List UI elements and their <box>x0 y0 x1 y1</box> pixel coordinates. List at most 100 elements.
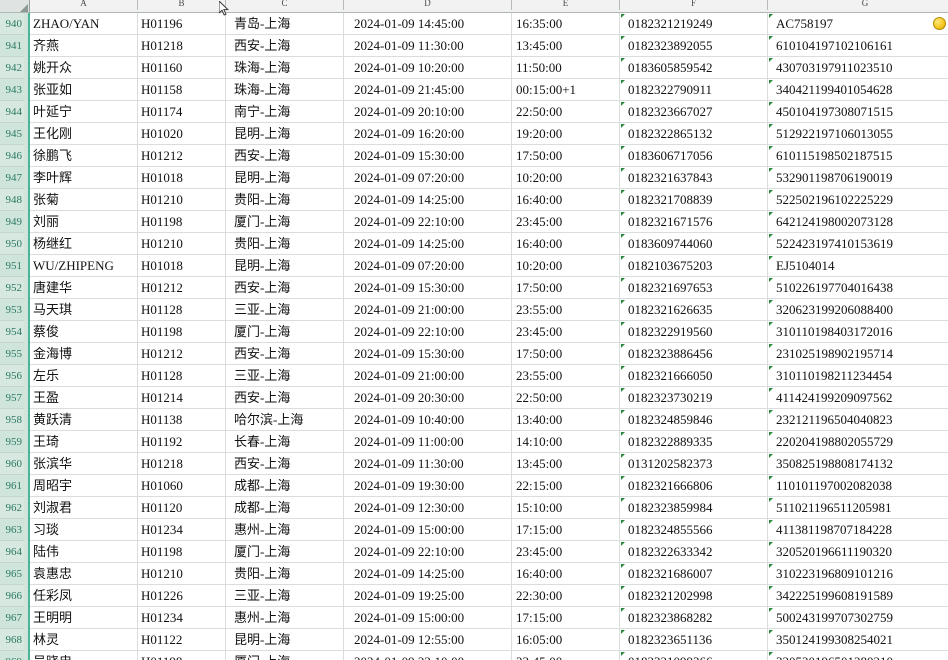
cell-id-number[interactable]: 320623199206088400 <box>768 299 948 320</box>
row-header[interactable]: 947 <box>0 167 24 189</box>
cell-arrival-time[interactable]: 23:45:00 <box>512 651 620 660</box>
cell-departure-time[interactable]: 2024-01-09 19:30:00 <box>344 475 512 496</box>
row-header[interactable]: 946 <box>0 145 24 167</box>
row-header[interactable]: 968 <box>0 629 24 651</box>
table-row[interactable]: WU/ZHIPENG H01018 昆明-上海 2024-01-09 07:20:00… <box>30 255 948 277</box>
table-row[interactable]: 姚开众 H01160 珠海-上海 2024-01-09 10:20:00 11:50:0… <box>30 57 948 79</box>
row-header[interactable]: 955 <box>0 343 24 365</box>
cell-id-number[interactable]: 450104197308071515 <box>768 101 948 122</box>
table-row[interactable]: 习琰 H01234 惠州-上海 2024-01-09 15:00:00 17:15:00… <box>30 519 948 541</box>
cell-order-number[interactable]: 0131202582373 <box>620 453 768 474</box>
cell-arrival-time[interactable]: 19:20:00 <box>512 123 620 144</box>
cell-route[interactable]: 西安-上海 <box>226 343 344 364</box>
row-header-gutter[interactable]: 940 941 942 943 944 945 946 947 948 949 950 951 952 9… <box>0 13 30 660</box>
cell-id-number[interactable]: 232121196504040823 <box>768 409 948 430</box>
cell-id-number[interactable]: 320520196611190320 <box>768 541 948 562</box>
row-header[interactable]: 967 <box>0 607 24 629</box>
cell-id-number[interactable]: 610115198502187515 <box>768 145 948 166</box>
row-header[interactable]: 942 <box>0 57 24 79</box>
cell-route[interactable]: 西安-上海 <box>226 35 344 56</box>
cell-order-number[interactable]: 0182323892055 <box>620 35 768 56</box>
cell-id-number[interactable]: 522502196102225229 <box>768 189 948 210</box>
table-row[interactable]: ZHAO/YAN H01196 青岛-上海 2024-01-09 14:45:00 16… <box>30 13 948 35</box>
cell-arrival-time[interactable]: 17:15:00 <box>512 607 620 628</box>
cell-id-number[interactable]: AC758197 <box>768 13 948 34</box>
cell-id-number[interactable]: 310110198211234454 <box>768 365 948 386</box>
cell-arrival-time[interactable]: 16:40:00 <box>512 563 620 584</box>
cell-arrival-time[interactable]: 11:50:00 <box>512 57 620 78</box>
column-header-e[interactable]: E <box>512 0 620 10</box>
row-header[interactable]: 953 <box>0 299 24 321</box>
row-header[interactable]: 944 <box>0 101 24 123</box>
cell-flight-code[interactable]: H01214 <box>138 387 226 408</box>
cell-departure-time[interactable]: 2024-01-09 14:25:00 <box>344 563 512 584</box>
row-header[interactable]: 950 <box>0 233 24 255</box>
cell-id-number[interactable]: 510226197704016438 <box>768 277 948 298</box>
row-header[interactable]: 945 <box>0 123 24 145</box>
row-header[interactable]: 952 <box>0 277 24 299</box>
cell-route[interactable]: 西安-上海 <box>226 145 344 166</box>
cell-route[interactable]: 厦门-上海 <box>226 541 344 562</box>
cell-arrival-time[interactable]: 17:50:00 <box>512 145 620 166</box>
cell-id-number[interactable]: 430703197911023510 <box>768 57 948 78</box>
cell-arrival-time[interactable]: 10:20:00 <box>512 167 620 188</box>
cell-route[interactable]: 哈尔滨-上海 <box>226 409 344 430</box>
cell-id-number[interactable]: 532901198706190019 <box>768 167 948 188</box>
table-row[interactable]: 刘淑君 H01120 成都-上海 2024-01-09 12:30:00 15:10:0… <box>30 497 948 519</box>
row-header[interactable]: 969 <box>0 651 24 660</box>
cell-passenger-name[interactable]: 吴晓忠 <box>30 651 138 660</box>
data-area[interactable]: ZHAO/YAN H01196 青岛-上海 2024-01-09 14:45:00 16… <box>30 13 948 660</box>
table-row[interactable]: 左乐 H01128 三亚-上海 2024-01-09 21:00:00 23:55:00… <box>30 365 948 387</box>
cell-arrival-time[interactable]: 13:40:00 <box>512 409 620 430</box>
table-row[interactable]: 王化刚 H01020 昆明-上海 2024-01-09 16:20:00 19:20:0… <box>30 123 948 145</box>
cell-flight-code[interactable]: H01198 <box>138 541 226 562</box>
cell-order-number[interactable]: 0182323730219 <box>620 387 768 408</box>
cell-route[interactable]: 长春-上海 <box>226 431 344 452</box>
cell-arrival-time[interactable]: 14:10:00 <box>512 431 620 452</box>
cell-arrival-time[interactable]: 22:30:00 <box>512 585 620 606</box>
cell-flight-code[interactable]: H01174 <box>138 101 226 122</box>
table-row[interactable]: 林灵 H01122 昆明-上海 2024-01-09 12:55:00 16:05:00… <box>30 629 948 651</box>
column-header-row[interactable]: ABCDEFGH <box>0 0 948 13</box>
cell-flight-code[interactable]: H01196 <box>138 13 226 34</box>
cell-passenger-name[interactable]: 刘淑君 <box>30 497 138 518</box>
cell-flight-code[interactable]: H01120 <box>138 497 226 518</box>
table-row[interactable]: 马天琪 H01128 三亚-上海 2024-01-09 21:00:00 23:55:0… <box>30 299 948 321</box>
cell-passenger-name[interactable]: 习琰 <box>30 519 138 540</box>
cell-departure-time[interactable]: 2024-01-09 19:25:00 <box>344 585 512 606</box>
row-header[interactable]: 948 <box>0 189 24 211</box>
cell-flight-code[interactable]: H01210 <box>138 233 226 254</box>
cell-departure-time[interactable]: 2024-01-09 14:25:00 <box>344 189 512 210</box>
cell-route[interactable]: 三亚-上海 <box>226 365 344 386</box>
column-header-a[interactable]: A <box>30 0 138 10</box>
table-row[interactable]: 金海博 H01212 西安-上海 2024-01-09 15:30:00 17:50:0… <box>30 343 948 365</box>
cell-passenger-name[interactable]: 姚开众 <box>30 57 138 78</box>
cell-departure-time[interactable]: 2024-01-09 07:20:00 <box>344 255 512 276</box>
row-header[interactable]: 941 <box>0 35 24 57</box>
cell-flight-code[interactable]: H01020 <box>138 123 226 144</box>
cell-flight-code[interactable]: H01218 <box>138 35 226 56</box>
row-header[interactable]: 959 <box>0 431 24 453</box>
row-header[interactable]: 956 <box>0 365 24 387</box>
cell-order-number[interactable]: 0182322919560 <box>620 321 768 342</box>
table-row[interactable]: 王明明 H01234 惠州-上海 2024-01-09 15:00:00 17:15:0… <box>30 607 948 629</box>
cell-route[interactable]: 厦门-上海 <box>226 651 344 660</box>
cell-arrival-time[interactable]: 17:15:00 <box>512 519 620 540</box>
cell-passenger-name[interactable]: 周昭宇 <box>30 475 138 496</box>
cell-departure-time[interactable]: 2024-01-09 10:20:00 <box>344 57 512 78</box>
cell-departure-time[interactable]: 2024-01-09 15:30:00 <box>344 145 512 166</box>
cell-departure-time[interactable]: 2024-01-09 22:10:00 <box>344 211 512 232</box>
row-header[interactable]: 965 <box>0 563 24 585</box>
cell-id-number[interactable]: 522423197410153619 <box>768 233 948 254</box>
cell-passenger-name[interactable]: 齐燕 <box>30 35 138 56</box>
table-row[interactable]: 徐鹏飞 H01212 西安-上海 2024-01-09 15:30:00 17:50:0… <box>30 145 948 167</box>
cell-departure-time[interactable]: 2024-01-09 22:10:00 <box>344 541 512 562</box>
cell-order-number[interactable]: 0182103675203 <box>620 255 768 276</box>
cell-departure-time[interactable]: 2024-01-09 21:45:00 <box>344 79 512 100</box>
table-row[interactable]: 李叶辉 H01018 昆明-上海 2024-01-09 07:20:00 10:20:0… <box>30 167 948 189</box>
column-header-b[interactable]: B <box>138 0 226 10</box>
cell-route[interactable]: 珠海-上海 <box>226 79 344 100</box>
cell-flight-code[interactable]: H01198 <box>138 211 226 232</box>
cell-flight-code[interactable]: H01212 <box>138 277 226 298</box>
